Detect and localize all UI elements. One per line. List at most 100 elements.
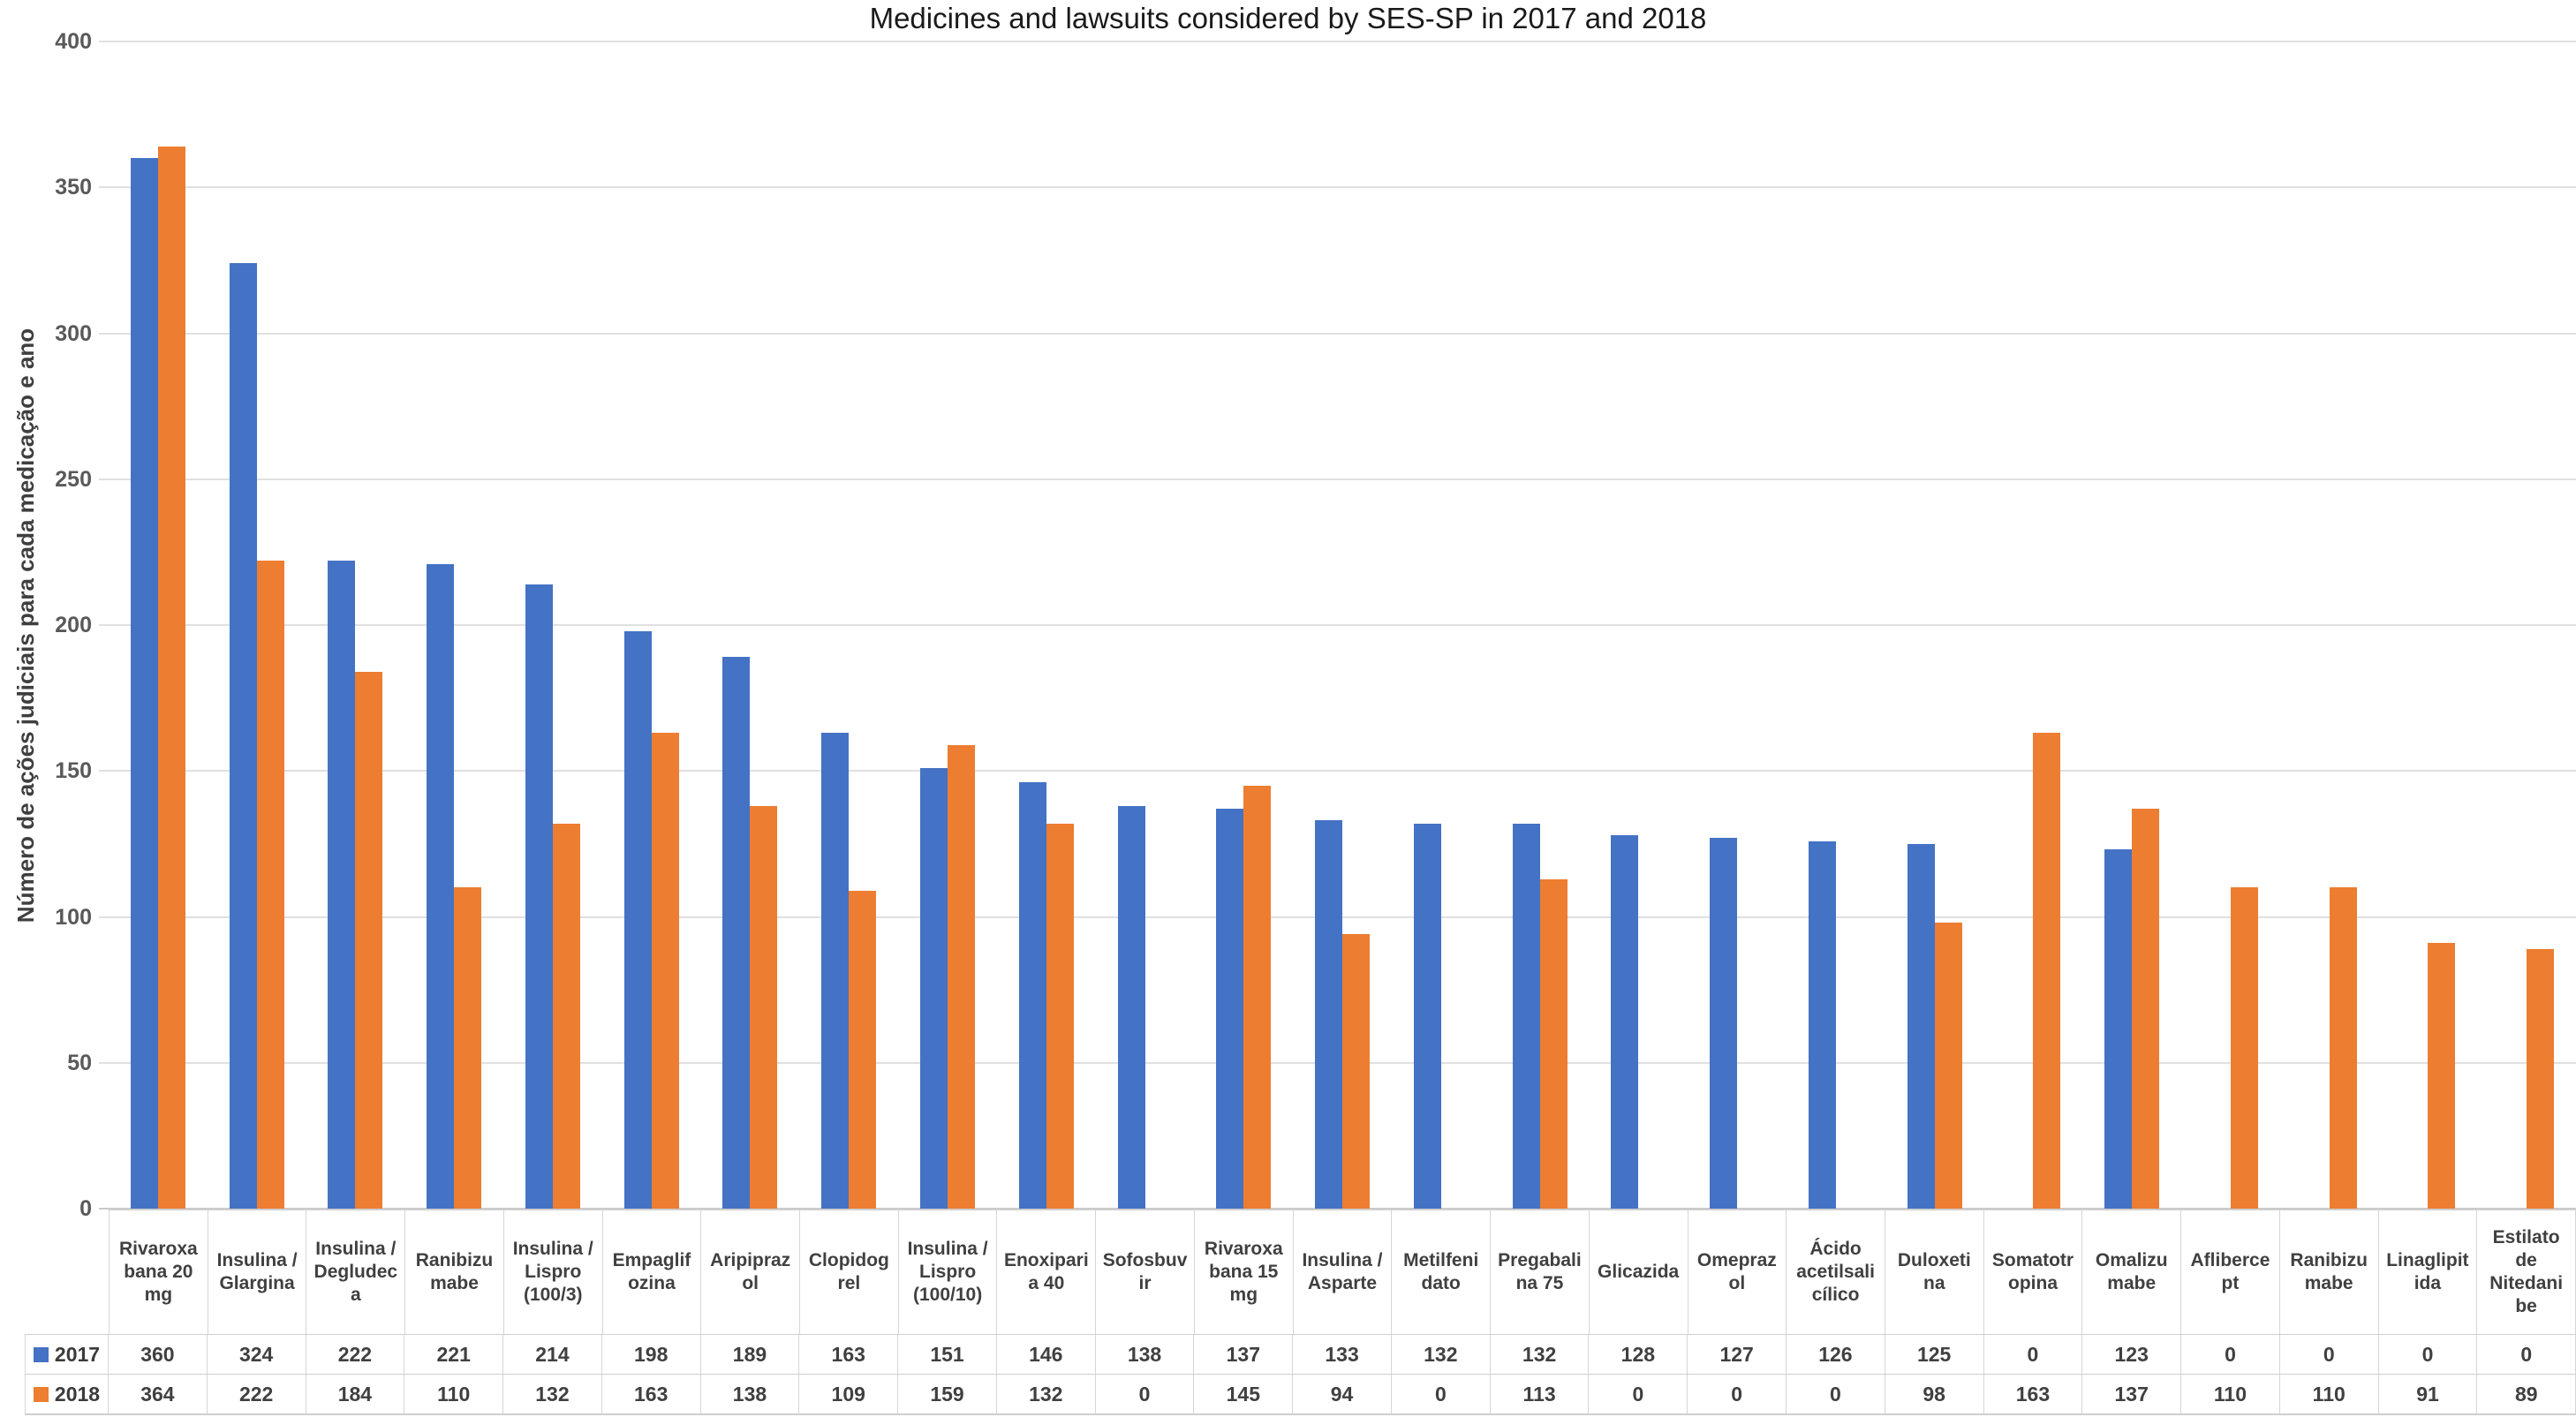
value-cell: 184 xyxy=(306,1375,405,1413)
category-slot xyxy=(109,41,208,1209)
category-slot xyxy=(306,41,405,1209)
value-cell: 0 xyxy=(1984,1335,2083,1374)
category-slot xyxy=(701,41,800,1209)
bar-2017 xyxy=(1907,844,1935,1209)
gridline-400 xyxy=(99,41,2576,42)
value-cell: 145 xyxy=(1194,1375,1294,1413)
category-label-cell: Aripipraz ol xyxy=(701,1210,801,1334)
y-tick-label-400: 400 xyxy=(55,29,92,54)
category-label-cell: Ácido acetilsali cílico xyxy=(1787,1210,1885,1334)
bar-2017 xyxy=(1117,806,1145,1209)
value-cell: 324 xyxy=(208,1335,306,1374)
bar-2017 xyxy=(328,561,356,1209)
value-cell: 0 xyxy=(2477,1335,2576,1374)
value-cell: 127 xyxy=(1688,1335,1787,1374)
bar-2018 xyxy=(2428,943,2456,1209)
value-cell: 364 xyxy=(109,1375,208,1413)
category-slot xyxy=(1392,41,1491,1209)
category-label-cell: Duloxeti na xyxy=(1885,1210,1984,1334)
value-cell: 222 xyxy=(306,1335,405,1374)
bar-2018 xyxy=(1243,786,1272,1209)
bar-2018 xyxy=(2329,887,2357,1209)
category-slot xyxy=(208,41,306,1209)
category-label-cell: Glicazida xyxy=(1590,1210,1688,1334)
category-label-cell: Empaglif ozina xyxy=(603,1210,702,1334)
value-cell: 132 xyxy=(503,1375,602,1413)
category-label-cell: Ranibizu mabe xyxy=(2280,1210,2379,1334)
bar-2017 xyxy=(427,564,455,1209)
bar-2017 xyxy=(1611,835,1639,1209)
value-cell: 110 xyxy=(404,1375,504,1413)
value-cell: 137 xyxy=(1194,1335,1294,1374)
bar-2017 xyxy=(2104,849,2133,1209)
gridline-300 xyxy=(99,332,2576,335)
value-cell: 198 xyxy=(602,1335,701,1374)
value-cell: 89 xyxy=(2477,1375,2576,1413)
category-label-cell: Estilato de Nitedani be xyxy=(2477,1210,2576,1334)
bar-2018 xyxy=(552,824,580,1209)
category-slot xyxy=(1688,41,1787,1209)
value-cell: 0 xyxy=(1096,1375,1195,1413)
value-cell: 132 xyxy=(1491,1335,1590,1374)
bar-2018 xyxy=(2527,949,2555,1209)
category-slot xyxy=(1984,41,2083,1209)
category-label-cell: Metilfeni dato xyxy=(1392,1210,1492,1334)
value-cell: 94 xyxy=(1293,1375,1392,1413)
value-cell: 110 xyxy=(2280,1375,2379,1413)
category-label-cell: Omalizu mabe xyxy=(2082,1210,2182,1334)
value-cell: 98 xyxy=(1885,1375,1984,1413)
chart-title: Medicines and lawsuits considered by SES… xyxy=(869,2,1707,34)
value-cell: 163 xyxy=(602,1375,701,1413)
bar-2017 xyxy=(229,263,257,1209)
bar-2018 xyxy=(1342,934,1371,1209)
gridline-250 xyxy=(99,478,2576,480)
category-slot xyxy=(997,41,1096,1209)
value-cell: 132 xyxy=(997,1375,1096,1413)
category-label-cell: Afliberce pt xyxy=(2181,1210,2280,1334)
value-cell: 221 xyxy=(404,1335,504,1374)
gridline-150 xyxy=(99,770,2576,773)
bar-2017 xyxy=(1808,841,1836,1209)
value-cell: 146 xyxy=(997,1335,1096,1374)
bar-2018 xyxy=(1046,824,1074,1209)
category-slot xyxy=(1589,41,1688,1209)
category-slot xyxy=(503,41,602,1209)
bar-2017 xyxy=(920,768,948,1209)
value-cell: 0 xyxy=(1589,1375,1688,1413)
category-label-cell: Insulina / Lispro (100/10) xyxy=(899,1210,998,1334)
bar-2017 xyxy=(1216,809,1244,1209)
value-cell: 151 xyxy=(898,1335,997,1374)
value-cells-2017: 360 324 222 221 214 198 189 163 151 146 138 137 133 1… xyxy=(109,1335,2576,1374)
category-label-cell: Sofosbuv ir xyxy=(1096,1210,1195,1334)
bar-2018 xyxy=(948,745,975,1209)
category-label-cell: Clopidog rel xyxy=(800,1210,899,1334)
legend-swatch-2018 xyxy=(33,1386,49,1402)
y-tick-label-100: 100 xyxy=(55,904,92,930)
category-label-cell: Somatotr opina xyxy=(1984,1210,2083,1334)
value-cell: 137 xyxy=(2082,1375,2182,1413)
bar-2018 xyxy=(355,672,383,1209)
bar-2018 xyxy=(2132,809,2160,1209)
legend-swatch-2017 xyxy=(33,1346,49,1362)
category-label-cell: Insulina / Asparte xyxy=(1294,1210,1393,1334)
value-cell: 360 xyxy=(109,1335,208,1374)
category-slot xyxy=(799,41,898,1209)
legend-cell-2018: 2018 xyxy=(25,1375,109,1413)
category-label-cell: Insulina / Degludec a xyxy=(306,1210,406,1334)
bar-2017 xyxy=(130,158,158,1209)
bar-2018 xyxy=(256,561,284,1209)
category-label-cell: Rivaroxa bana 20 mg xyxy=(109,1210,208,1334)
bar-2017 xyxy=(1710,838,1738,1209)
series-row-2018: 2018 364 222 184 110 132 163 138 109 159 132 0 145 94… xyxy=(25,1374,2576,1415)
category-slot xyxy=(898,41,997,1209)
y-tick-label-250: 250 xyxy=(55,466,92,492)
bar-2018 xyxy=(2033,733,2061,1209)
y-tick-label-150: 150 xyxy=(55,758,92,784)
bar-2017 xyxy=(525,584,553,1209)
category-slot xyxy=(1293,41,1392,1209)
bar-2017 xyxy=(1512,824,1540,1209)
category-label-cell: Pregabali na 75 xyxy=(1491,1210,1590,1334)
y-tick-label-0: 0 xyxy=(79,1196,92,1221)
value-cell: 138 xyxy=(1096,1335,1195,1374)
value-cell: 91 xyxy=(2379,1375,2478,1413)
